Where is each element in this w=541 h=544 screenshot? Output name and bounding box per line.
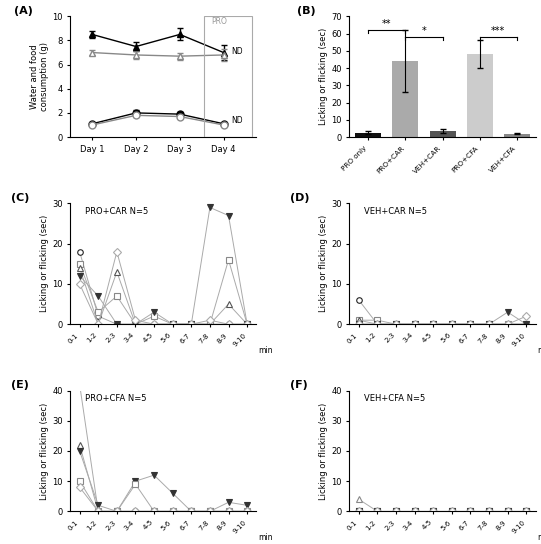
Text: ***: *** [491, 26, 505, 36]
Text: (D): (D) [290, 193, 309, 203]
Bar [392, 61, 418, 137]
Text: PRO+CFA N=5: PRO+CFA N=5 [85, 394, 147, 403]
Text: (B): (B) [298, 6, 316, 16]
Text: VEH+CFA N=5: VEH+CFA N=5 [365, 394, 426, 403]
Bar [430, 131, 456, 137]
Text: **: ** [382, 19, 392, 29]
Text: ND: ND [231, 47, 243, 55]
Text: PRO: PRO [212, 16, 227, 26]
Y-axis label: Water and food
consumption (g): Water and food consumption (g) [30, 42, 49, 111]
Text: ND: ND [231, 115, 243, 125]
Text: min: min [258, 533, 273, 542]
Bar [355, 133, 381, 137]
Bar [204, 16, 252, 137]
Y-axis label: Licking or flicking (sec): Licking or flicking (sec) [319, 28, 328, 125]
Y-axis label: Licking or flicking (sec): Licking or flicking (sec) [40, 215, 49, 312]
Text: (A): (A) [15, 6, 34, 16]
Text: VEH+CAR N=5: VEH+CAR N=5 [365, 207, 427, 216]
Bar [504, 134, 530, 137]
Y-axis label: Licking or flicking (sec): Licking or flicking (sec) [319, 215, 328, 312]
Y-axis label: Licking or flicking (sec): Licking or flicking (sec) [40, 403, 49, 499]
Text: min: min [258, 346, 273, 355]
Text: min: min [537, 346, 541, 355]
Text: PRO+CAR N=5: PRO+CAR N=5 [85, 207, 148, 216]
Bar [467, 54, 493, 137]
Text: (E): (E) [11, 380, 29, 390]
Text: (C): (C) [11, 193, 29, 203]
Text: min: min [537, 533, 541, 542]
Text: *: * [421, 26, 426, 36]
Text: (F): (F) [290, 380, 308, 390]
Y-axis label: Licking or flicking (sec): Licking or flicking (sec) [319, 403, 328, 499]
